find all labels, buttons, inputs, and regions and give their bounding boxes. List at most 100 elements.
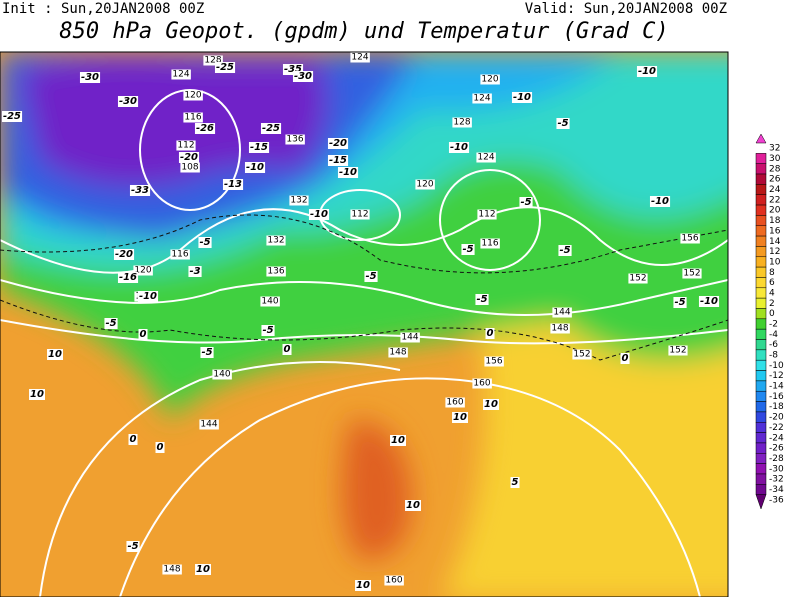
geopotential-label: 160: [472, 378, 492, 389]
colorbar-box: [755, 163, 767, 175]
geopotential-label-text: 120: [416, 180, 433, 190]
temperature-label-text: -30: [119, 96, 137, 107]
colorbar-box: [755, 153, 767, 164]
temperature-label-text: -10: [310, 209, 328, 220]
temperature-label-text: 10: [484, 399, 498, 410]
temperature-label-box: [222, 179, 244, 190]
geopotential-label: 112: [477, 209, 497, 220]
temperature-label-text: -16: [119, 272, 137, 283]
geopotential-label-box: [415, 179, 435, 190]
temperature-label-box: [128, 434, 138, 445]
temperature-label-text: -5: [462, 244, 473, 255]
temperature-label: -25: [260, 123, 282, 134]
temperature-label-box: [620, 353, 630, 364]
geopotential-label-text: 144: [200, 420, 217, 430]
temperature-label-box: [673, 297, 687, 308]
temperature-label-box: [282, 344, 292, 355]
geopotential-label: 136: [266, 266, 286, 277]
temperature-label: -20: [113, 249, 135, 260]
geopotential-label: 132: [289, 195, 309, 206]
colorbar-box: [755, 328, 767, 340]
temperature-label-box: [178, 152, 200, 163]
colorbar-label: -6: [769, 340, 778, 350]
geopotential-label-text: 148: [389, 348, 406, 358]
temperature-label-box: [282, 64, 304, 75]
temperature-label-text: -25: [262, 123, 280, 134]
temperature-label: -5: [198, 237, 212, 248]
colorbar-box: [755, 308, 767, 320]
geopotential-label: 148: [388, 347, 408, 358]
geopotential-label-box: [480, 74, 500, 85]
temperature-label-box: [327, 155, 349, 166]
geopotential-label-text: 148: [163, 565, 180, 575]
temperature-label: -5: [519, 197, 533, 208]
temperature-label: -26: [194, 123, 216, 134]
temperature-label: 10: [195, 564, 211, 575]
colorbar-box: [755, 287, 767, 299]
colorbar-label: 26: [769, 175, 781, 185]
colorbar-box: [755, 256, 767, 268]
temperature-label: 0: [282, 344, 292, 355]
temperature-label-box: [198, 237, 212, 248]
geopotential-label: 116: [480, 238, 500, 249]
colorbar-label: -8: [769, 351, 778, 361]
geopotential-label: 152: [682, 268, 702, 279]
geopotential-label-box: [176, 140, 196, 151]
temperature-label-text: 0: [284, 344, 291, 355]
geopotential-label-text: 144: [401, 333, 418, 343]
temperature-label-text: -20: [329, 138, 347, 149]
temperature-label: -5: [104, 318, 118, 329]
temperature-label-text: -5: [365, 271, 376, 282]
geopotential-label-text: 124: [351, 53, 368, 63]
temperature-label-box: [129, 185, 151, 196]
geopotential-label-box: [476, 152, 496, 163]
temperature-label-text: 10: [406, 500, 420, 511]
geopotential-label: 144: [199, 419, 219, 430]
temperature-label-text: 0: [130, 434, 137, 445]
temperature-label-text: 10: [453, 412, 467, 423]
temperature-label: -10: [636, 66, 658, 77]
temperature-label-box: [194, 123, 216, 134]
geopotential-label-box: [384, 575, 404, 586]
geopotential-label-text: 116: [171, 250, 188, 260]
geopotential-label-text: 108: [181, 163, 198, 173]
colorbar-box: [755, 370, 767, 382]
temperature-label-box: [104, 318, 118, 329]
temperature-label: 10: [29, 389, 45, 400]
colorbar-label: 30: [769, 154, 781, 164]
colorbar-label: 12: [769, 247, 780, 257]
geopotential-label-box: [183, 112, 203, 123]
temperature-label: -15: [327, 155, 349, 166]
geopotential-label-text: 112: [351, 210, 368, 220]
geopotential-label-text: 152: [669, 346, 686, 356]
geopotential-label-text: 152: [573, 350, 590, 360]
temperature-label-text: -10: [246, 162, 264, 173]
temperature-label-text: -13: [224, 179, 242, 190]
colorbar-box: [755, 339, 767, 351]
temperature-label-box: [558, 245, 572, 256]
colorbar-label: 18: [769, 216, 781, 226]
colorbar-label: 16: [769, 226, 781, 236]
temperature-label-box: [364, 271, 378, 282]
temperature-label-box: [155, 442, 165, 453]
geopotential-label-box: [170, 249, 190, 260]
temperature-label-text: -20: [180, 152, 198, 163]
geopotential-label-box: [289, 195, 309, 206]
geopotential-label-text: 128: [204, 56, 221, 66]
geopotential-label-box: [445, 397, 465, 408]
temperature-label-text: -10: [638, 66, 656, 77]
colorbar-label: 28: [769, 164, 781, 174]
temperature-label-box: [337, 167, 359, 178]
geopotential-label-text: 136: [267, 267, 284, 277]
temperature-label-box: [636, 66, 658, 77]
geopotential-label-box: [162, 564, 182, 575]
colorbar-box: [755, 204, 767, 216]
temperature-label-text: -10: [513, 92, 531, 103]
colorbar-box: [755, 266, 767, 278]
temperature-label-text: 10: [48, 349, 62, 360]
temperature-label: -5: [364, 271, 378, 282]
geopotential-label: 116: [183, 112, 203, 123]
temperature-label: -30: [117, 96, 139, 107]
temperature-label-text: -15: [329, 155, 347, 166]
